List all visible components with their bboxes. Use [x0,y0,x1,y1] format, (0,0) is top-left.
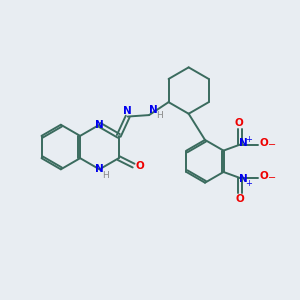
Text: O: O [235,118,244,128]
Text: O: O [136,160,145,171]
Text: N: N [239,138,248,148]
Text: O: O [260,172,268,182]
Text: N: N [95,120,104,130]
Text: +: + [245,179,252,188]
Text: −: − [268,173,276,183]
Text: −: − [268,140,276,150]
Text: H: H [102,171,109,180]
Text: O: O [260,138,268,148]
Text: N: N [239,174,248,184]
Text: +: + [245,135,252,144]
Text: N: N [123,106,132,116]
Text: N: N [95,164,104,174]
Text: H: H [156,111,163,120]
Text: O: O [236,194,244,204]
Text: N: N [149,105,158,115]
